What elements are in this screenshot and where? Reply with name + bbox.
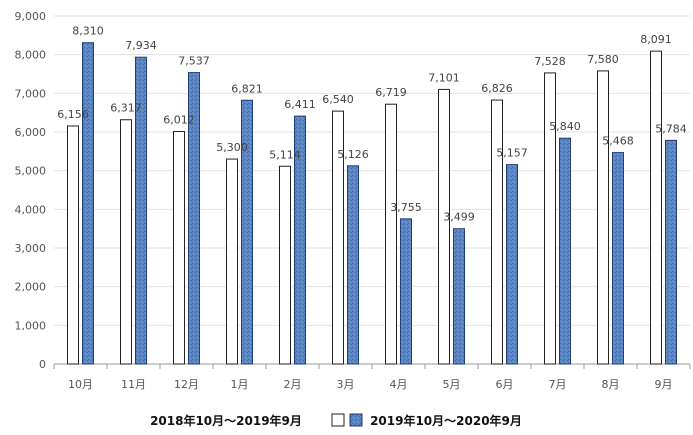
x-tick-label: 10月 xyxy=(68,378,93,391)
x-tick-label: 1月 xyxy=(231,378,249,391)
data-label-series-1: 5,468 xyxy=(602,135,634,148)
y-tick-label: 0 xyxy=(39,358,46,371)
x-tick-label: 12月 xyxy=(174,378,199,391)
data-label-series-0: 6,540 xyxy=(322,93,354,106)
bar-series-0 xyxy=(544,72,556,365)
data-label-series-0: 6,012 xyxy=(163,114,195,127)
bar-series-1 xyxy=(665,139,677,365)
data-label-series-1: 5,157 xyxy=(496,147,528,160)
data-label-series-1: 7,934 xyxy=(125,39,157,52)
data-label-series-1: 5,126 xyxy=(337,148,369,161)
x-axis: 10月 11月 12月 1月 2月 3月 4月 5月 6月 7月 8月 9月 xyxy=(68,378,673,391)
data-label-series-0: 7,580 xyxy=(587,53,619,66)
y-tick-label: 9,000 xyxy=(15,10,47,23)
bar-series-0 xyxy=(173,131,185,365)
data-label-series-1: 7,537 xyxy=(178,55,210,68)
bar-series-1 xyxy=(453,228,465,365)
x-tick-label: 3月 xyxy=(337,378,355,391)
data-label-series-1: 5,784 xyxy=(655,122,687,135)
y-tick-label: 2,000 xyxy=(15,281,47,294)
legend-series-0-swatch xyxy=(331,413,345,427)
data-labels: 6,156 8,310 6,317 7,934 6,012 7,537 5,300 6,821… xyxy=(57,25,687,224)
legend: 2018年10月～2019年9月 2019年10月～2020年9月 xyxy=(150,413,522,428)
legend-series-1-swatch xyxy=(349,413,363,427)
x-tick-label: 9月 xyxy=(655,378,673,391)
y-tick-label: 5,000 xyxy=(15,165,47,178)
bar-series-1 xyxy=(559,137,571,365)
bar-series-0 xyxy=(279,165,291,365)
bar-series-0 xyxy=(226,158,238,365)
data-label-series-0: 5,114 xyxy=(269,148,301,161)
y-tick-label: 1,000 xyxy=(15,319,47,332)
data-label-series-0: 7,528 xyxy=(534,55,566,68)
x-tick-label: 5月 xyxy=(443,378,461,391)
data-label-series-0: 6,719 xyxy=(375,86,407,99)
bar-series-1 xyxy=(400,218,412,365)
x-tick-label: 8月 xyxy=(602,378,620,391)
bar-series-0 xyxy=(597,70,609,365)
bar-series-1 xyxy=(294,115,306,365)
data-label-series-1: 3,755 xyxy=(390,201,422,214)
legend-series-1-label: 2019年10月～2020年9月 xyxy=(370,413,522,428)
bar-series-0 xyxy=(120,119,132,365)
data-label-series-0: 6,156 xyxy=(57,108,89,121)
data-label-series-1: 3,499 xyxy=(443,211,475,224)
data-label-series-1: 5,840 xyxy=(549,120,581,133)
data-label-series-0: 8,091 xyxy=(640,33,672,46)
grid-lines xyxy=(54,15,690,365)
bar-series-0 xyxy=(67,125,79,365)
x-tick-label: 4月 xyxy=(390,378,408,391)
x-tick-label: 6月 xyxy=(496,378,514,391)
data-label-series-0: 7,101 xyxy=(428,71,460,84)
y-tick-label: 4,000 xyxy=(15,203,47,216)
y-tick-label: 3,000 xyxy=(15,242,47,255)
x-tick-label: 11月 xyxy=(121,378,146,391)
data-label-series-0: 6,826 xyxy=(481,82,513,95)
data-label-series-1: 6,821 xyxy=(231,82,263,95)
bar-series-1 xyxy=(347,165,359,365)
bar-series-0 xyxy=(438,88,450,365)
bar-series-0 xyxy=(385,103,397,365)
bar-series-0 xyxy=(650,50,662,365)
data-label-series-0: 5,300 xyxy=(216,141,248,154)
x-tick-label: 2月 xyxy=(284,378,302,391)
bar-series-1 xyxy=(612,152,624,365)
data-label-series-0: 6,317 xyxy=(110,102,142,115)
y-axis: 0 1,000 2,000 3,000 4,000 5,000 6,000 7,000 8,00… xyxy=(15,10,691,371)
legend-series-0-label: 2018年10月～2019年9月 xyxy=(150,413,302,428)
bar-series-1 xyxy=(506,164,518,365)
bars xyxy=(67,42,677,365)
bar-series-1 xyxy=(135,56,147,365)
data-label-series-1: 8,310 xyxy=(72,25,104,38)
bar-series-1 xyxy=(241,99,253,365)
y-tick-label: 7,000 xyxy=(15,87,47,100)
bar-series-1 xyxy=(188,72,200,365)
x-tick-label: 7月 xyxy=(549,378,567,391)
bar-series-1 xyxy=(82,42,94,365)
y-tick-label: 8,000 xyxy=(15,49,47,62)
y-tick-label: 6,000 xyxy=(15,126,47,139)
data-label-series-1: 6,411 xyxy=(284,98,316,111)
bar-series-0 xyxy=(491,99,503,365)
bar-series-0 xyxy=(332,110,344,365)
